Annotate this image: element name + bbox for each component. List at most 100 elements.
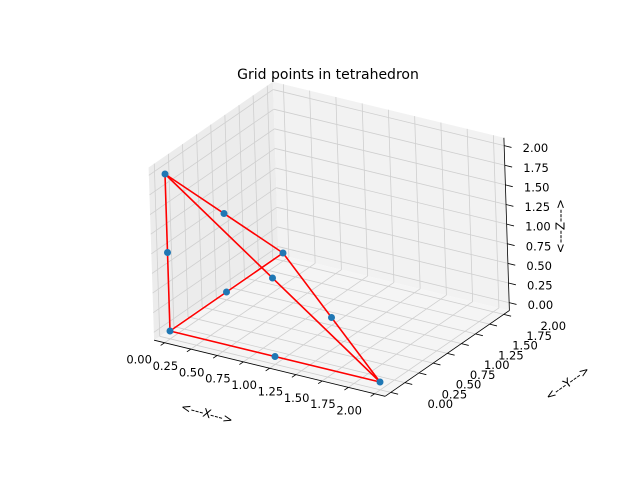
grid-line [273, 89, 505, 147]
x-tick-label: 0.50 [179, 365, 205, 379]
z-tick-mark [504, 145, 512, 148]
x-tick-mark [186, 348, 192, 353]
grid-point [166, 327, 174, 335]
z-axis-label: <---Z---> [554, 199, 568, 253]
y-tick-label: 1.50 [512, 339, 538, 353]
grid-line [150, 148, 276, 235]
z-tick-mark [507, 243, 515, 246]
grid-line [151, 187, 277, 274]
grid-line [153, 246, 279, 333]
grid-point [376, 378, 384, 386]
x-tick-label: 1.75 [310, 397, 336, 411]
grid-line [273, 108, 505, 166]
x-tick-mark [370, 393, 375, 397]
axis-panes [148, 81, 510, 397]
x-tick-mark [265, 367, 270, 372]
grid-point [271, 353, 279, 360]
grid-point [161, 170, 169, 178]
y-tick-mark [489, 323, 498, 327]
x-tick-mark [160, 342, 165, 346]
z-tick-label: 0.25 [527, 279, 553, 293]
x-tick-mark [291, 374, 297, 378]
z-tick-label: 0.75 [526, 239, 552, 253]
grid-line [274, 148, 507, 205]
y-tick-mark [418, 372, 427, 376]
tick-labels: 0.00 0.25 0.50 0.75 1.00 1.25 1.50 1.75 2.00 0.00… [126, 141, 566, 417]
x-tick-label: 2.00 [336, 404, 362, 418]
grid-line [149, 108, 275, 196]
y-tick-mark [503, 314, 512, 317]
grid-point [269, 274, 276, 282]
y-tick-label: 2.00 [540, 319, 566, 333]
y-tick-mark [390, 392, 399, 395]
grid-line [272, 257, 504, 315]
grid-line [276, 206, 508, 264]
x-tick-label: 0.00 [126, 353, 152, 367]
y-tick-label: 1.75 [526, 329, 552, 343]
grid-line [275, 167, 507, 225]
y-tick-mark [404, 382, 413, 385]
grid-line [202, 306, 434, 364]
x-tick-mark [344, 387, 349, 391]
x-tick-label: 1.50 [284, 391, 310, 405]
x-axis-label: <---X---> [179, 400, 234, 427]
x-tick-mark [212, 355, 218, 359]
grid-line [149, 128, 275, 215]
y-tick-mark [461, 343, 469, 346]
z-tick-label: 1.25 [525, 200, 551, 214]
grid-line [216, 296, 448, 354]
y-tick-label: 0.00 [427, 397, 453, 411]
grid-line [187, 316, 420, 374]
grid-line [159, 335, 391, 393]
grid-line [148, 89, 274, 176]
grid-points [161, 170, 384, 386]
y-tick-label: 0.75 [470, 368, 496, 382]
z-tick-label: 0.00 [528, 298, 554, 312]
grid-line [152, 226, 278, 314]
z-tick-mark [505, 204, 514, 207]
z-tick-mark [506, 223, 515, 227]
grid-line [230, 287, 462, 345]
axis-lines [154, 137, 517, 397]
z-tick-label: 1.00 [525, 220, 551, 234]
y-tick-mark [433, 362, 441, 366]
y-tick-label: 1.25 [498, 348, 524, 362]
z-tick-mark [504, 164, 513, 168]
grid-line [152, 206, 278, 294]
x-tick-mark [239, 361, 244, 365]
grid-line [277, 226, 509, 284]
z-tick-label: 1.50 [524, 180, 550, 194]
x-tick-label: 1.00 [231, 378, 257, 392]
grid-line [151, 167, 276, 255]
grid-line [276, 187, 508, 245]
grid-point [223, 288, 230, 296]
x-tick-mark [317, 380, 323, 385]
grid-point [220, 210, 228, 217]
x-tick-label: 0.75 [205, 372, 231, 386]
x-tick-label: 1.25 [258, 384, 284, 398]
z-tick-mark [508, 282, 516, 286]
grid-lines [148, 84, 510, 395]
z-tick-label: 0.50 [526, 259, 552, 273]
y-tick-label: 0.25 [442, 387, 468, 401]
grid-line [173, 326, 405, 384]
y-axis-label: <---Y---> [543, 363, 592, 403]
z-tick-label: 1.75 [523, 161, 549, 175]
y-tick-mark [447, 353, 455, 356]
chart-title: Grid points in tetrahedron [237, 67, 419, 83]
z-tick-mark [507, 263, 516, 266]
z-tick-mark [505, 184, 513, 188]
grid-line [258, 267, 490, 325]
x-tick-label: 0.25 [153, 359, 179, 373]
grid-line [274, 128, 506, 186]
z-tick-mark [509, 302, 517, 305]
y-tick-label: 0.50 [456, 378, 482, 392]
grid-line [278, 246, 510, 304]
grid-point [279, 249, 287, 257]
grid-point [164, 249, 171, 256]
y-tick-mark [475, 333, 483, 337]
z-tick-label: 2.00 [523, 141, 549, 155]
grid-point [328, 314, 335, 321]
y-tick-label: 1.00 [484, 358, 510, 372]
